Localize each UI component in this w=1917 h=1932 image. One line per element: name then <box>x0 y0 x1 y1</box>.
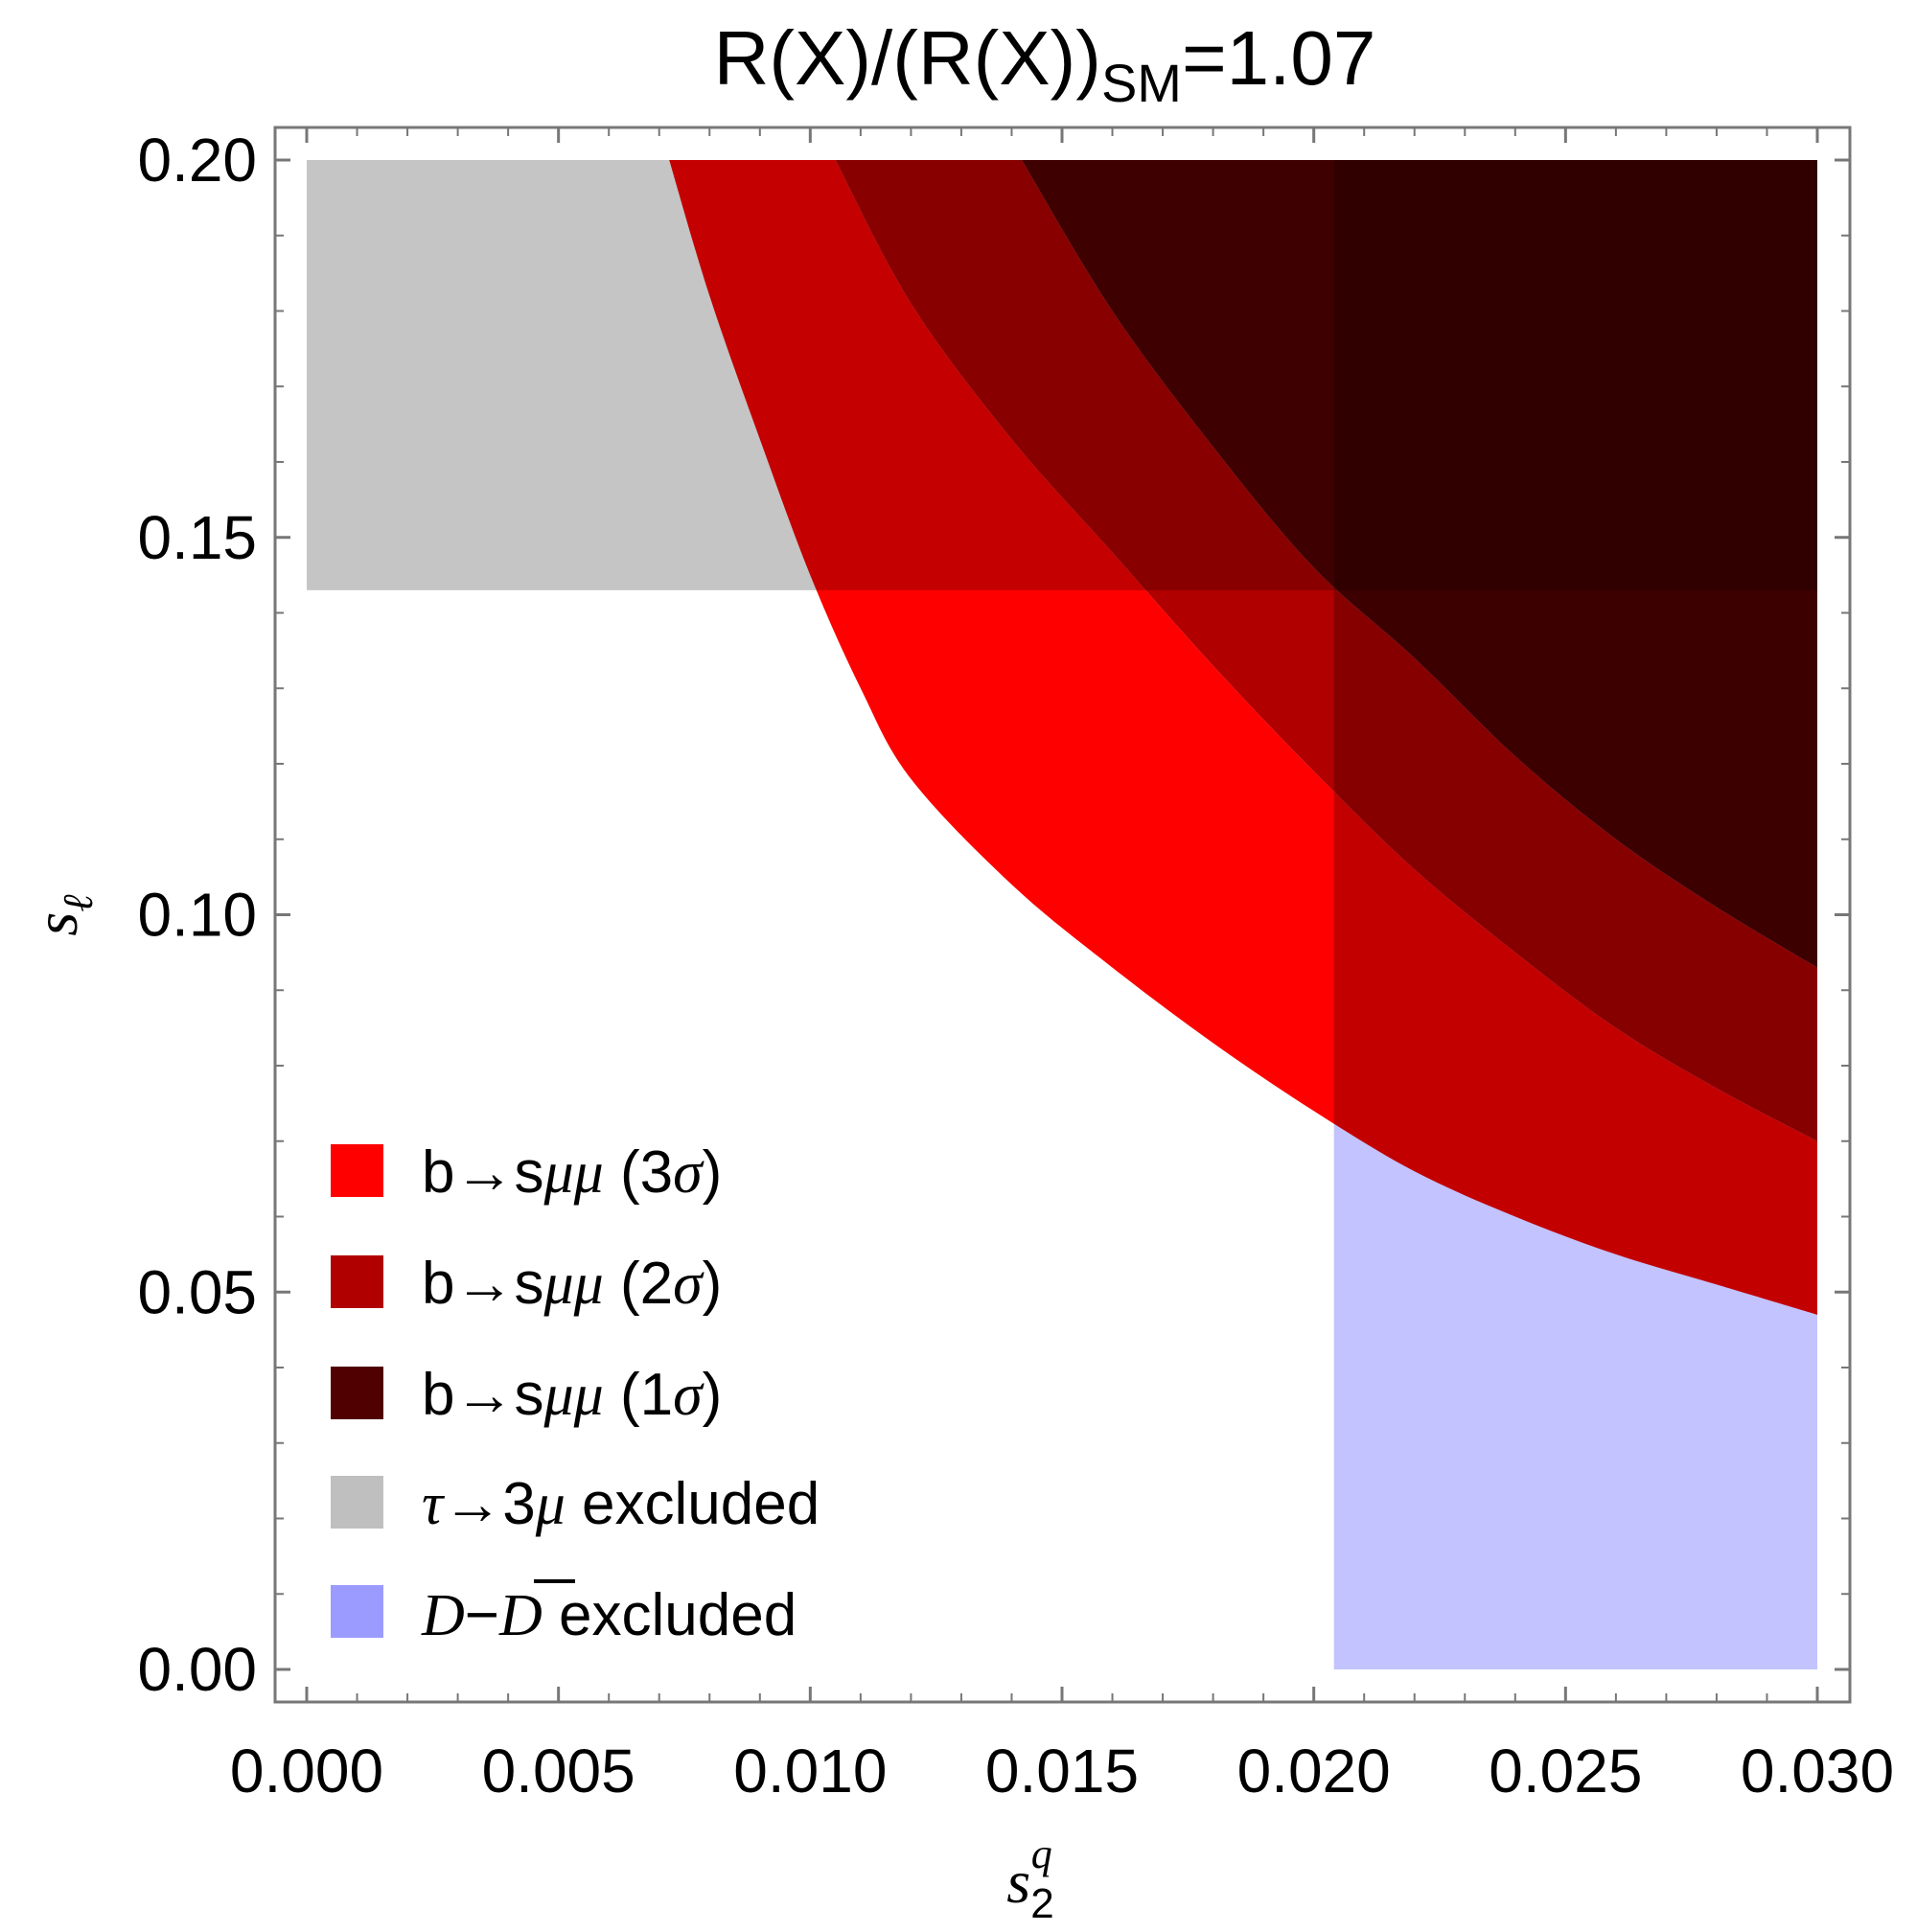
legend-item: D−D excluded <box>331 1579 797 1648</box>
chart-title: R(X)/(R(X))SM=1.07 <box>714 15 1376 113</box>
legend: b→sμμ (3σ) b→sμμ (2σ) b→sμμ (1σ) τ→3μ ex… <box>331 1139 820 1648</box>
x-tick-label: 0.015 <box>985 1736 1139 1806</box>
legend-item: b→sμμ (1σ) <box>331 1362 722 1428</box>
x-tick-label: 0.000 <box>230 1736 383 1806</box>
y-tick-label: 0.00 <box>137 1635 257 1704</box>
legend-label-tau: τ→3μ excluded <box>422 1471 820 1537</box>
y-tick-label: 0.10 <box>137 881 257 950</box>
legend-swatch-3sigma <box>331 1144 383 1197</box>
y-tick-label: 0.20 <box>137 126 257 195</box>
legend-swatch-tau <box>331 1476 383 1529</box>
y-tick-label: 0.05 <box>137 1257 257 1326</box>
x-tick-label: 0.020 <box>1237 1736 1391 1806</box>
x-tick-label: 0.005 <box>482 1736 635 1806</box>
legend-label-ddbar: D−D excluded <box>421 1582 797 1648</box>
y-axis-ticks: 0.00 0.05 0.10 0.15 0.20 <box>137 126 1850 1704</box>
legend-item: b→sμμ (2σ) <box>331 1251 722 1317</box>
x-axis-label-superscript: q <box>1031 1830 1052 1877</box>
y-tick-label: 0.15 <box>137 503 257 572</box>
plot-regions <box>307 160 1817 1669</box>
y-axis-label-subscript: ℓ <box>55 894 102 912</box>
x-tick-label: 0.030 <box>1741 1736 1894 1806</box>
x-tick-label: 0.025 <box>1489 1736 1642 1806</box>
legend-label-3sigma: b→sμμ (3σ) <box>422 1139 722 1206</box>
x-axis-ticks: 0.000 0.005 0.010 0.015 0.020 0.025 0.030 <box>230 127 1894 1806</box>
legend-swatch-ddbar <box>331 1585 383 1638</box>
legend-swatch-1sigma <box>331 1367 383 1419</box>
x-tick-label: 0.010 <box>733 1736 887 1806</box>
x-axis-label-subscript: 2 <box>1030 1880 1053 1927</box>
legend-label-1sigma: b→sμμ (1σ) <box>422 1362 722 1428</box>
y-axis-label: sℓ <box>22 894 102 936</box>
chart-title-tail: =1.07 <box>1182 15 1375 101</box>
chart-title-subscript: SM <box>1101 53 1182 113</box>
legend-item: b→sμμ (3σ) <box>331 1139 722 1206</box>
legend-label-2sigma: b→sμμ (2σ) <box>422 1251 722 1317</box>
x-axis-label: s2q <box>1006 1830 1053 1927</box>
region-rect-4 <box>1333 160 1817 1669</box>
legend-swatch-2sigma <box>331 1255 383 1308</box>
legend-item: τ→3μ excluded <box>331 1471 820 1537</box>
